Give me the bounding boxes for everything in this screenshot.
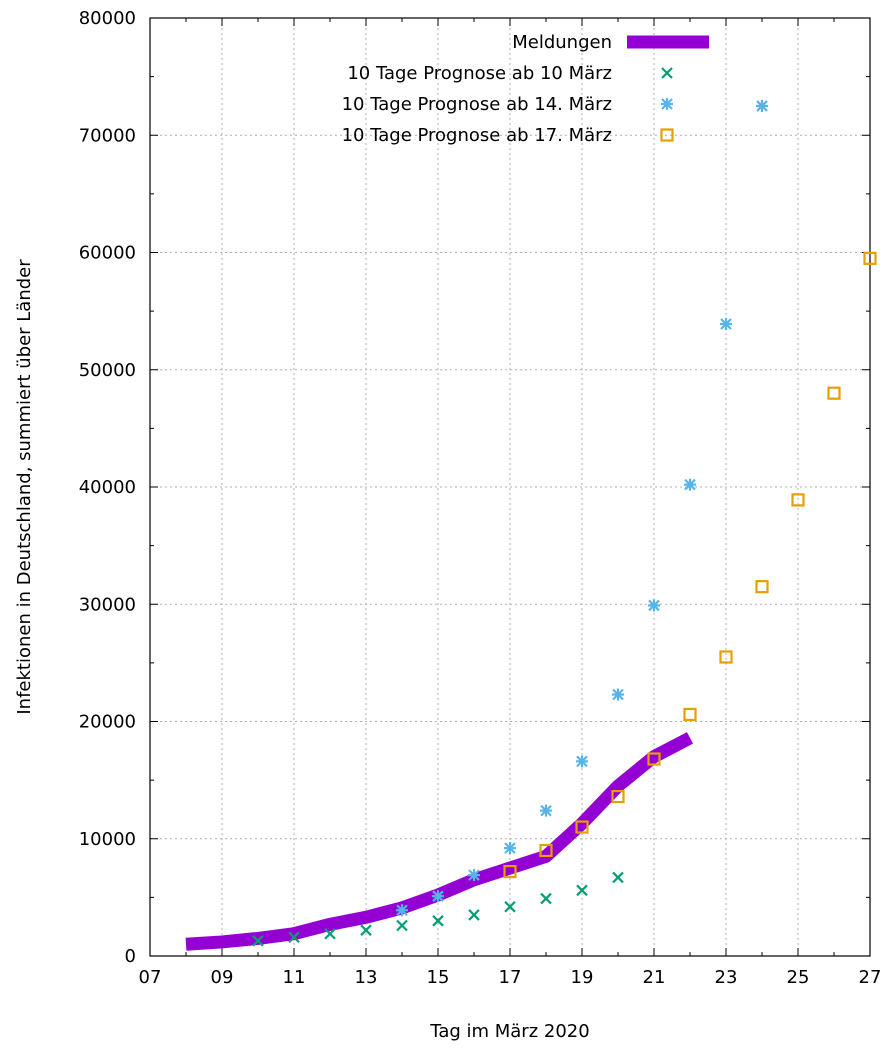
y-tick-label: 60000 bbox=[79, 243, 136, 264]
x-tick-label: 13 bbox=[355, 967, 378, 988]
legend: Meldungen 10 Tage Prognose ab 10 März 10 T… bbox=[342, 32, 709, 146]
marker-stroke bbox=[288, 931, 300, 944]
x-tick-label: 15 bbox=[427, 967, 450, 988]
data-point bbox=[288, 931, 300, 944]
data-point bbox=[396, 904, 408, 917]
marker-stroke bbox=[540, 804, 552, 817]
data-point bbox=[252, 934, 264, 947]
data-point bbox=[827, 386, 841, 400]
marker-stroke bbox=[468, 909, 480, 921]
series-2 bbox=[252, 871, 624, 947]
x-tick-label: 07 bbox=[139, 967, 162, 988]
x-tick-label: 09 bbox=[211, 967, 234, 988]
data-point bbox=[539, 843, 553, 858]
y-tick-label: 0 bbox=[125, 946, 136, 967]
y-tick-label: 30000 bbox=[79, 594, 136, 615]
marker-stroke bbox=[756, 100, 768, 112]
marker-stroke bbox=[576, 755, 588, 768]
y-tick-label: 80000 bbox=[79, 8, 136, 29]
legend-swatch bbox=[661, 98, 673, 110]
x-tick-label: 11 bbox=[283, 967, 306, 988]
data-point bbox=[720, 318, 732, 331]
series-layer bbox=[185, 99, 877, 951]
marker-stroke bbox=[504, 842, 516, 854]
data-point bbox=[791, 493, 805, 507]
data-point bbox=[360, 924, 372, 936]
x-tick-label: 27 bbox=[859, 967, 882, 988]
marker-stroke bbox=[324, 927, 336, 940]
legend-swatch bbox=[661, 67, 673, 79]
series-4 bbox=[503, 251, 877, 879]
marker-stroke bbox=[396, 904, 408, 917]
x-tick-label: 21 bbox=[643, 967, 666, 988]
data-point bbox=[504, 842, 516, 855]
data-point bbox=[647, 752, 661, 766]
data-point bbox=[612, 688, 624, 701]
y-tick-label: 40000 bbox=[79, 477, 136, 498]
data-point bbox=[611, 789, 625, 804]
data-point bbox=[576, 755, 588, 768]
data-point bbox=[504, 900, 516, 913]
series-3 bbox=[396, 99, 768, 917]
marker-stroke bbox=[396, 919, 408, 932]
data-point bbox=[324, 927, 336, 940]
marker-stroke bbox=[684, 478, 696, 491]
legend-label: 10 Tage Prognose ab 14. März bbox=[342, 94, 612, 115]
y-tick-label: 50000 bbox=[79, 360, 136, 381]
data-point bbox=[396, 919, 408, 932]
marker-stroke bbox=[720, 318, 732, 330]
x-axis-label: Tag im März 2020 bbox=[429, 1021, 589, 1042]
data-point bbox=[432, 915, 444, 927]
axis-ticks: 0 10000 20000 30000 40000 50000 60000 70000 8000… bbox=[79, 8, 882, 988]
marker-stroke bbox=[612, 871, 624, 884]
legend-label: 10 Tage Prognose ab 17. März bbox=[342, 125, 612, 146]
marker-stroke bbox=[661, 98, 673, 110]
marker-stroke bbox=[432, 915, 444, 927]
data-point bbox=[432, 890, 444, 903]
data-point bbox=[612, 871, 624, 884]
legend-label: Meldungen bbox=[512, 32, 612, 53]
grid bbox=[150, 18, 870, 956]
x-tick-label: 25 bbox=[787, 967, 810, 988]
marker-stroke bbox=[540, 892, 552, 905]
legend-swatch bbox=[660, 128, 674, 142]
x-tick-label: 23 bbox=[715, 967, 738, 988]
marker-stroke bbox=[252, 934, 264, 947]
marker-stroke bbox=[360, 924, 372, 936]
data-point bbox=[756, 99, 768, 112]
data-point bbox=[719, 650, 733, 664]
legend-label: 10 Tage Prognose ab 10 März bbox=[347, 63, 612, 84]
y-tick-label: 20000 bbox=[79, 712, 136, 733]
marker-stroke bbox=[504, 900, 516, 913]
data-point bbox=[540, 892, 552, 905]
marker-stroke bbox=[468, 869, 480, 881]
marker-stroke bbox=[576, 884, 588, 897]
x-tick-label: 19 bbox=[571, 967, 594, 988]
data-point bbox=[575, 820, 589, 834]
data-point bbox=[684, 478, 696, 491]
marker-stroke bbox=[661, 67, 673, 79]
y-axis-label: Infektionen in Deutschland, summiert übe… bbox=[14, 259, 35, 715]
data-point bbox=[683, 707, 697, 722]
data-point bbox=[540, 804, 552, 817]
data-point bbox=[468, 909, 480, 921]
data-point bbox=[503, 864, 517, 879]
y-tick-label: 70000 bbox=[79, 125, 136, 146]
y-tick-label: 10000 bbox=[79, 829, 136, 850]
marker-stroke bbox=[648, 599, 660, 612]
x-tick-label: 17 bbox=[499, 967, 522, 988]
data-point bbox=[648, 599, 660, 612]
marker-stroke bbox=[612, 688, 624, 701]
data-point bbox=[576, 884, 588, 897]
data-point bbox=[468, 869, 480, 882]
data-point bbox=[755, 580, 769, 594]
marker-stroke bbox=[432, 890, 444, 902]
data-point bbox=[863, 251, 877, 265]
